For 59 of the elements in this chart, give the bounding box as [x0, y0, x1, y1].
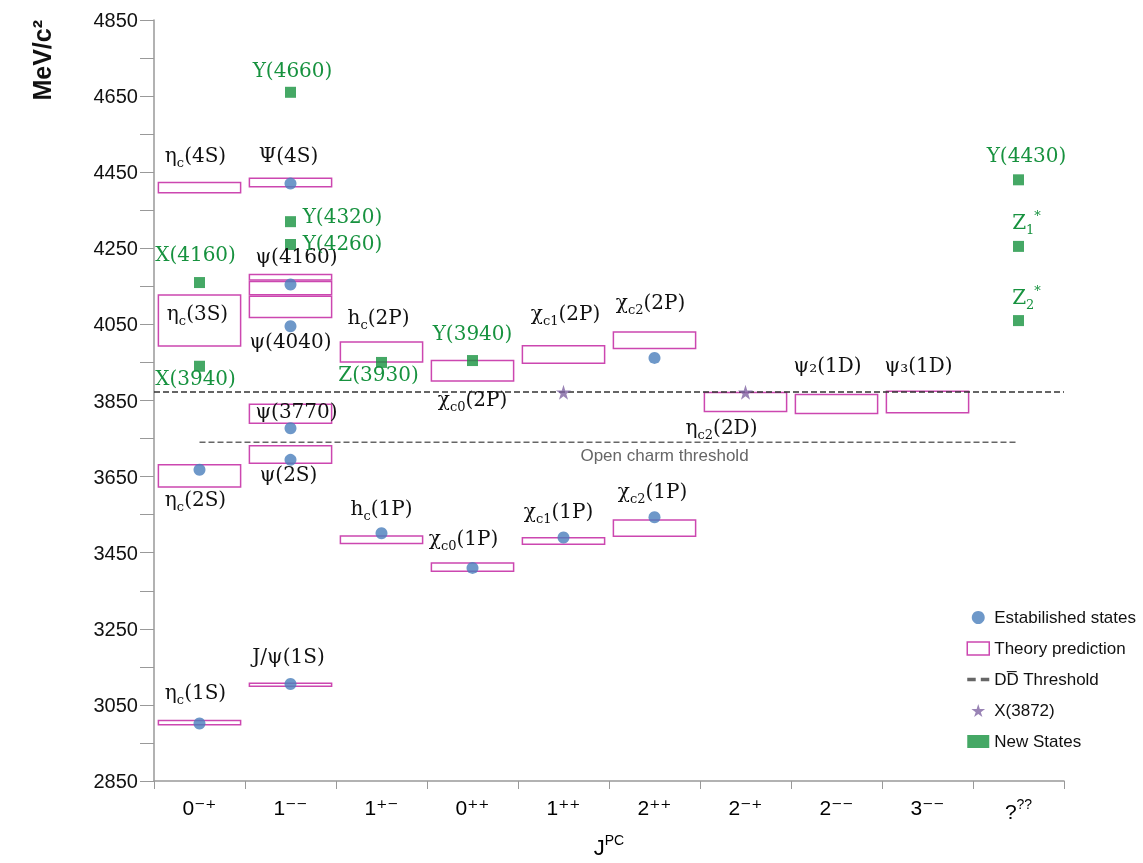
annotation: Y(4430): [985, 142, 1067, 167]
x-tick-label: 2⁻⁻: [819, 796, 854, 819]
y-tick-label: 3850: [93, 389, 138, 412]
y-tick-label: 3050: [93, 693, 138, 716]
annotation: Y(3940): [431, 320, 513, 345]
annotation: Ψ(4S): [258, 142, 319, 167]
x-tick-label: 0⁺⁺: [455, 796, 490, 819]
y-tick-label: 4650: [93, 85, 138, 108]
annotation: Open charm threshold: [580, 446, 749, 466]
x-tick-label: 2⁺⁺: [637, 796, 672, 819]
bar: [612, 519, 697, 538]
legend-label: Estabilished states: [994, 608, 1137, 627]
legend-label: DD̅ Threshold: [994, 670, 1099, 689]
annotation: Z(3930): [338, 362, 419, 387]
annotation: ψ(2S): [259, 462, 318, 487]
bar: [157, 181, 242, 194]
x-tick-label: 3⁻⁻: [910, 796, 945, 819]
bar: [521, 537, 606, 546]
bar: [430, 562, 515, 573]
annotation: ψ₃(1D): [884, 352, 953, 377]
bar: [703, 391, 788, 413]
x-tick-label: 1⁺⁺: [546, 796, 581, 819]
y-tick-label: 4050: [93, 313, 138, 336]
bar: [885, 390, 970, 414]
x-tick-label: 1⁺⁻: [364, 796, 399, 819]
legend-label: New States: [994, 732, 1082, 751]
bar: [248, 682, 333, 688]
bar: [248, 445, 333, 465]
annotation: ψ₂(1D): [793, 352, 862, 377]
x-tick-label: ???: [1004, 796, 1033, 823]
annotation: X(3940): [155, 366, 236, 391]
bar: [157, 294, 242, 347]
bar: [339, 341, 424, 363]
y-axis-title: MeV/c²: [27, 20, 56, 101]
y-tick-label: 4250: [93, 237, 138, 260]
annotation: Y(4660): [251, 58, 333, 83]
bar: [521, 344, 606, 364]
annotation: X(4160): [155, 241, 236, 266]
y-tick-label: 3650: [93, 465, 138, 488]
bar: [430, 359, 515, 382]
bar: [612, 331, 697, 350]
legend-label: Theory prediction: [994, 639, 1126, 658]
y-tick-label: 4450: [93, 161, 138, 184]
x-tick-label: 1⁻⁻: [273, 796, 308, 819]
annotation: Y(4320): [301, 203, 383, 228]
bar: [157, 464, 242, 488]
legend-label: X(3872): [994, 701, 1055, 720]
bar: [794, 393, 879, 415]
annotation: J/ψ(1S): [250, 644, 325, 669]
bar: [339, 535, 424, 545]
bar: [248, 177, 333, 188]
y-tick-label: 3450: [93, 541, 138, 564]
y-tick-label: 2850: [93, 770, 138, 792]
x-tick-label: 0⁻⁺: [182, 796, 217, 819]
x-tick-label: 2⁻⁺: [728, 796, 763, 819]
y-tick-label: 4850: [93, 9, 138, 31]
bar: [157, 719, 242, 726]
y-tick-label: 3250: [93, 617, 138, 640]
annotation: ψ(4040): [249, 329, 332, 354]
